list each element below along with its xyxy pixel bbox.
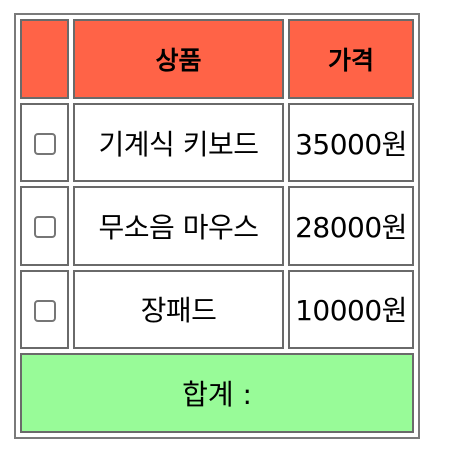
- item-checkbox[interactable]: [33, 299, 56, 322]
- item-checkbox[interactable]: [33, 216, 56, 239]
- header-check-cell: [20, 19, 69, 100]
- item-price: 10000원: [288, 269, 414, 349]
- total-label: 합계 :: [20, 352, 414, 433]
- item-checkbox-cell: [20, 103, 69, 183]
- table-row: 기계식 키보드 35000원: [20, 103, 414, 183]
- header-product: 상품: [73, 19, 284, 100]
- item-price: 35000원: [288, 103, 414, 183]
- table-row: 장패드 10000원: [20, 269, 414, 349]
- total-row: 합계 :: [20, 352, 414, 433]
- item-checkbox[interactable]: [33, 133, 56, 156]
- item-name: 장패드: [73, 269, 284, 349]
- item-name: 기계식 키보드: [73, 103, 284, 183]
- item-name: 무소음 마우스: [73, 186, 284, 266]
- table-header-row: 상품 가격: [20, 19, 414, 100]
- item-checkbox-cell: [20, 269, 69, 349]
- item-checkbox-cell: [20, 186, 69, 266]
- table-row: 무소음 마우스 28000원: [20, 186, 414, 266]
- header-price: 가격: [288, 19, 414, 100]
- item-price: 28000원: [288, 186, 414, 266]
- cart-table: 상품 가격 기계식 키보드 35000원 무소음 마우스 28000원 장패드 …: [14, 13, 420, 439]
